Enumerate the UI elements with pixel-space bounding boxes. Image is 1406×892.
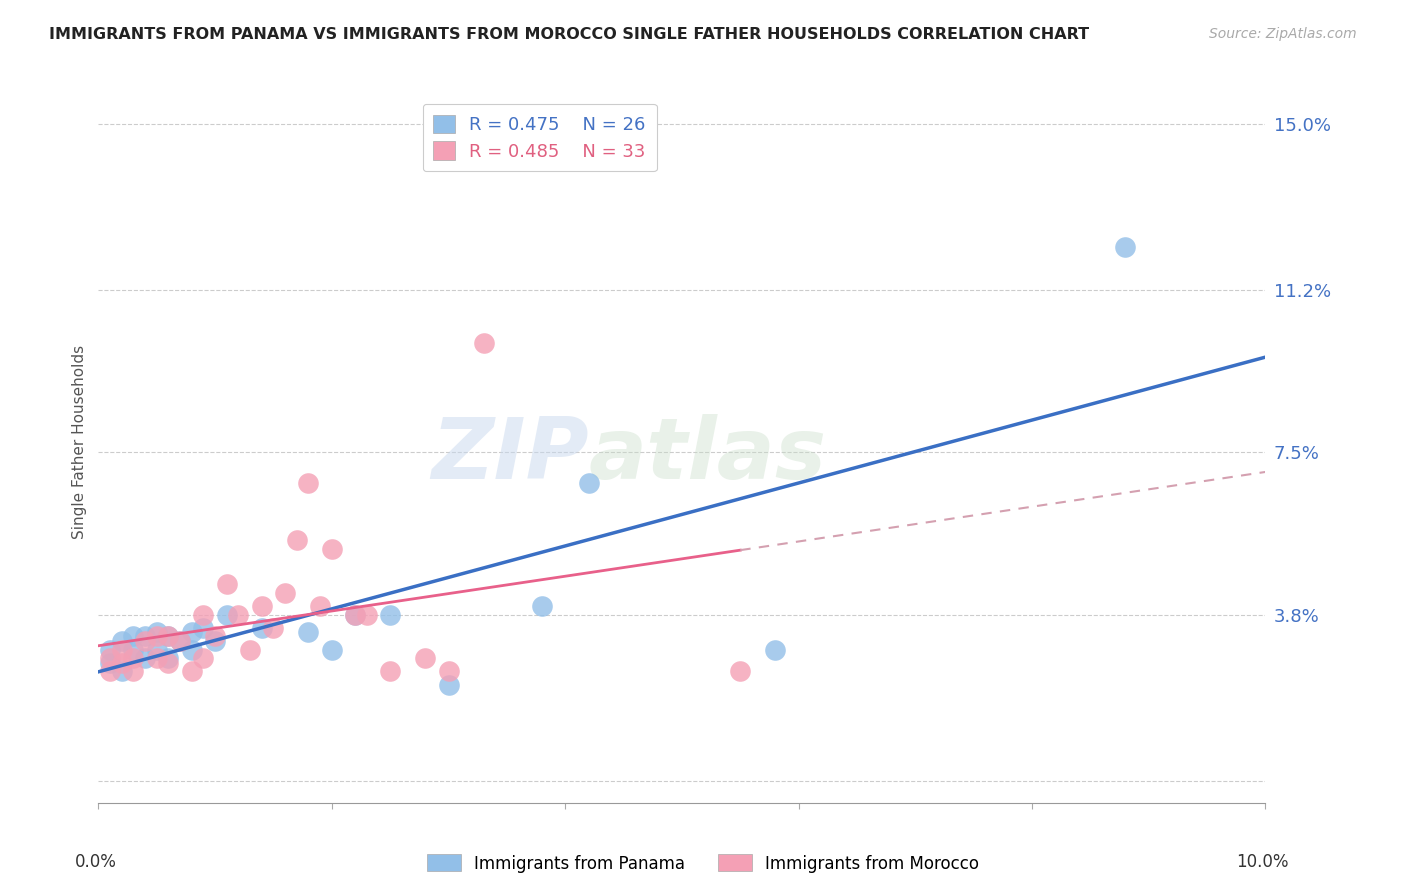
Point xyxy=(193,621,215,635)
Point xyxy=(157,651,180,665)
Text: Source: ZipAtlas.com: Source: ZipAtlas.com xyxy=(1209,27,1357,41)
Point xyxy=(274,585,297,599)
Point xyxy=(122,651,145,665)
Point xyxy=(239,642,262,657)
Y-axis label: Single Father Households: Single Father Households xyxy=(72,344,87,539)
Point xyxy=(309,599,332,613)
Point xyxy=(193,607,215,622)
Point xyxy=(344,607,367,622)
Point xyxy=(321,642,343,657)
Point xyxy=(146,629,169,643)
Point xyxy=(146,651,169,665)
Point xyxy=(204,633,226,648)
Point xyxy=(111,656,134,670)
Point xyxy=(98,665,121,679)
Point xyxy=(193,651,215,665)
Point xyxy=(380,607,402,622)
Point xyxy=(146,642,169,657)
Point xyxy=(437,677,460,691)
Point xyxy=(215,607,238,622)
Point xyxy=(111,642,134,657)
Point xyxy=(262,621,284,635)
Point xyxy=(98,656,121,670)
Point xyxy=(356,607,378,622)
Point xyxy=(122,642,145,657)
Point xyxy=(157,629,180,643)
Point xyxy=(134,651,156,665)
Point xyxy=(763,642,786,657)
Point xyxy=(180,625,202,640)
Point xyxy=(472,336,495,351)
Point xyxy=(578,476,600,491)
Point xyxy=(380,665,402,679)
Point xyxy=(321,541,343,556)
Point xyxy=(146,625,169,640)
Legend: Immigrants from Panama, Immigrants from Morocco: Immigrants from Panama, Immigrants from … xyxy=(420,847,986,880)
Point xyxy=(730,665,752,679)
Point xyxy=(98,642,121,657)
Point xyxy=(122,629,145,643)
Point xyxy=(122,665,145,679)
Text: IMMIGRANTS FROM PANAMA VS IMMIGRANTS FROM MOROCCO SINGLE FATHER HOUSEHOLDS CORRE: IMMIGRANTS FROM PANAMA VS IMMIGRANTS FRO… xyxy=(49,27,1090,42)
Point xyxy=(297,476,319,491)
Text: atlas: atlas xyxy=(589,415,827,498)
Point xyxy=(169,633,191,648)
Text: 0.0%: 0.0% xyxy=(75,854,117,871)
Point xyxy=(180,665,202,679)
Point xyxy=(134,633,156,648)
Point xyxy=(1114,240,1136,254)
Point xyxy=(180,642,202,657)
Point xyxy=(157,656,180,670)
Point xyxy=(111,633,134,648)
Point xyxy=(228,607,250,622)
Point xyxy=(437,665,460,679)
Text: 10.0%: 10.0% xyxy=(1236,854,1289,871)
Point xyxy=(297,625,319,640)
Point xyxy=(98,651,121,665)
Point xyxy=(250,621,273,635)
Point xyxy=(344,607,367,622)
Point xyxy=(413,651,436,665)
Point xyxy=(157,629,180,643)
Point xyxy=(285,533,308,547)
Legend: R = 0.475    N = 26, R = 0.485    N = 33: R = 0.475 N = 26, R = 0.485 N = 33 xyxy=(423,103,657,171)
Point xyxy=(530,599,553,613)
Point xyxy=(215,577,238,591)
Point xyxy=(134,629,156,643)
Point xyxy=(169,633,191,648)
Point xyxy=(250,599,273,613)
Point xyxy=(204,629,226,643)
Point xyxy=(111,665,134,679)
Text: ZIP: ZIP xyxy=(430,415,589,498)
